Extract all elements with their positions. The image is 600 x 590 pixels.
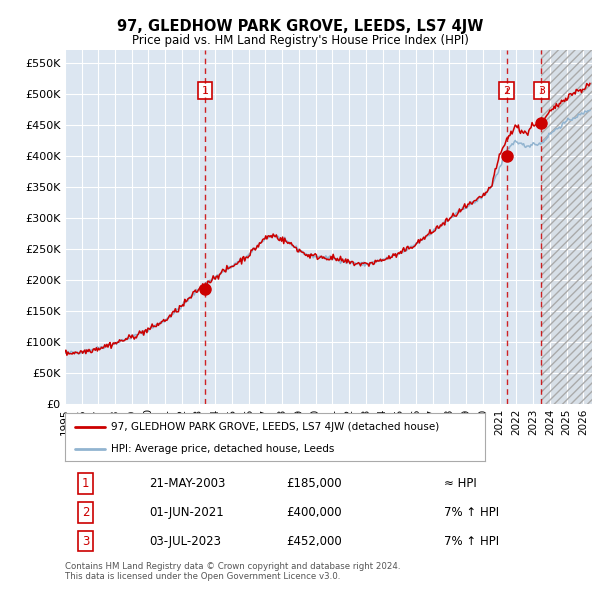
Bar (541, 50, 592, 404)
Text: ≈ HPI: ≈ HPI (444, 477, 477, 490)
Bar (541, 50, 592, 404)
Text: 01-JUN-2021: 01-JUN-2021 (149, 506, 224, 519)
Text: 2: 2 (82, 506, 89, 519)
Text: 03-JUL-2023: 03-JUL-2023 (149, 535, 221, 548)
Text: HPI: Average price, detached house, Leeds: HPI: Average price, detached house, Leed… (111, 444, 334, 454)
Text: £452,000: £452,000 (286, 535, 342, 548)
Text: 1: 1 (202, 86, 209, 96)
Text: 2: 2 (503, 86, 510, 96)
Text: Contains HM Land Registry data © Crown copyright and database right 2024.
This d: Contains HM Land Registry data © Crown c… (65, 562, 400, 581)
Text: 3: 3 (538, 86, 545, 96)
Text: £185,000: £185,000 (286, 477, 341, 490)
Text: 21-MAY-2003: 21-MAY-2003 (149, 477, 226, 490)
Text: Price paid vs. HM Land Registry's House Price Index (HPI): Price paid vs. HM Land Registry's House … (131, 34, 469, 47)
Text: 7% ↑ HPI: 7% ↑ HPI (444, 535, 499, 548)
Text: 7% ↑ HPI: 7% ↑ HPI (444, 506, 499, 519)
Text: £400,000: £400,000 (286, 506, 341, 519)
Text: 3: 3 (82, 535, 89, 548)
Text: 97, GLEDHOW PARK GROVE, LEEDS, LS7 4JW: 97, GLEDHOW PARK GROVE, LEEDS, LS7 4JW (117, 19, 483, 34)
Text: 97, GLEDHOW PARK GROVE, LEEDS, LS7 4JW (detached house): 97, GLEDHOW PARK GROVE, LEEDS, LS7 4JW (… (111, 421, 439, 431)
Text: 1: 1 (82, 477, 89, 490)
